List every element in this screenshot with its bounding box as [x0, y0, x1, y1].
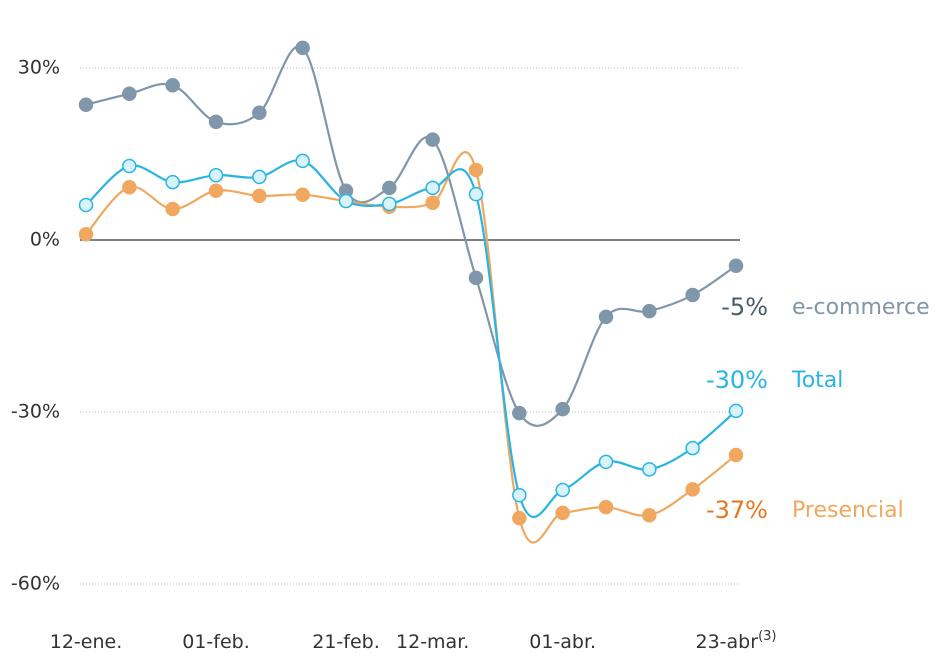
data-point: [685, 482, 700, 497]
y-tick-label: 0%: [30, 229, 60, 251]
x-tick-label-text: 01-abr.: [529, 631, 596, 653]
data-point: [78, 97, 94, 112]
series-line: [85, 151, 737, 544]
data-point: [468, 186, 484, 202]
x-tick-label-text: 12-ene.: [50, 631, 123, 653]
data-point: [728, 447, 744, 463]
x-tick-label-text: 01-feb.: [182, 631, 250, 653]
x-tick-label: 01-feb.: [182, 631, 250, 653]
x-tick-label: 12-ene.: [50, 631, 123, 653]
data-point: [598, 309, 614, 325]
x-tick-label-text: 21-feb.: [312, 631, 380, 653]
y-tick-label: 30%: [18, 57, 60, 79]
x-tick-label: 01-abr.: [529, 631, 596, 653]
data-point: [78, 197, 94, 213]
x-tick-label-text: 23-abr: [696, 631, 759, 653]
data-point: [165, 77, 180, 93]
data-point: [728, 403, 744, 419]
data-point: [165, 174, 180, 190]
data-point: [555, 505, 570, 521]
data-point: [295, 187, 310, 202]
data-point: [78, 227, 94, 242]
data-point: [382, 180, 397, 196]
legend-label: Presencial: [792, 498, 904, 523]
data-point: [382, 196, 397, 212]
data-point: [295, 153, 310, 169]
y-tick-label: -30%: [11, 401, 60, 423]
data-point: [122, 158, 137, 174]
x-tick-note: (3): [758, 629, 776, 644]
data-point: [555, 482, 570, 498]
data-point: [685, 287, 700, 303]
data-point: [468, 162, 484, 178]
data-point: [208, 183, 224, 198]
data-point: [642, 507, 657, 523]
series-line: [85, 159, 737, 518]
data-point: [598, 499, 614, 515]
y-tick-label: -60%: [11, 573, 60, 595]
data-point: [338, 193, 354, 209]
data-point: [122, 86, 137, 102]
data-point: [252, 169, 267, 185]
series-line: [85, 45, 737, 427]
data-point: [425, 180, 440, 196]
data-point: [252, 105, 267, 120]
x-tick-label: 21-feb.: [312, 631, 380, 653]
data-point: [642, 462, 657, 477]
legend-label: Total: [791, 368, 843, 393]
x-tick-label-text: 12-mar.: [396, 631, 469, 653]
data-point: [208, 114, 224, 130]
data-point: [685, 440, 700, 456]
data-point: [425, 195, 440, 210]
data-point: [512, 487, 527, 503]
end-value-label: -37%: [706, 496, 768, 524]
data-point: [728, 258, 744, 274]
data-point: [425, 132, 440, 147]
x-tick-label: 23-abr(3): [696, 629, 777, 653]
x-tick-label: 12-mar.: [396, 631, 469, 653]
data-point: [165, 201, 180, 217]
end-value-label: -5%: [721, 293, 768, 321]
data-point: [512, 405, 527, 421]
data-point: [122, 180, 137, 195]
data-point: [512, 510, 527, 526]
data-point: [598, 454, 614, 470]
data-point: [555, 401, 570, 417]
data-point: [468, 270, 484, 286]
end-value-label: -30%: [706, 366, 768, 394]
legend-label: e-commerce: [792, 295, 930, 320]
data-point: [208, 167, 224, 183]
data-point: [642, 303, 657, 319]
data-point: [252, 188, 267, 204]
data-point: [295, 40, 310, 56]
